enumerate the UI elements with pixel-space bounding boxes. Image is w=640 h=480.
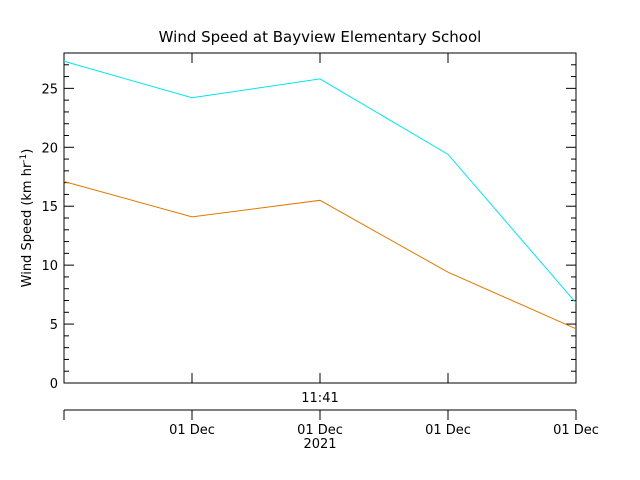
series-line-1: [63, 60, 577, 304]
y-axis-label: Wind Speed (km hr-1): [19, 149, 35, 288]
y-tick-label: 25: [41, 82, 58, 97]
y-axis-label-superscript: -1: [19, 154, 29, 163]
chart-title: Wind Speed at Bayview Elementary School: [159, 28, 482, 46]
y-axis-label-close: ): [20, 149, 35, 154]
y-tick-label: 0: [50, 377, 58, 392]
time-axis-tick-label: 01 Dec: [553, 423, 599, 438]
time-axis-tick-label: 01 Dec: [425, 423, 471, 438]
time-axis-upper-label: 11:41: [301, 391, 338, 406]
y-tick-label: 20: [41, 141, 58, 156]
plot-frame: [63, 52, 577, 384]
y-tick-label: 15: [41, 200, 58, 215]
time-axis-year-label: 2021: [303, 437, 336, 452]
series-lines: [63, 60, 577, 330]
time-axis-tick-label: 01 Dec: [297, 423, 343, 438]
y-axis-ticks: 0 5 10 15 20 25: [41, 52, 576, 392]
series-line-2: [63, 180, 577, 330]
y-tick-label: 10: [41, 259, 58, 274]
y-tick-label: 5: [50, 318, 58, 333]
time-axis-tick-label: 01 Dec: [169, 423, 215, 438]
y-axis-label-main: Wind Speed (km hr: [20, 162, 35, 287]
